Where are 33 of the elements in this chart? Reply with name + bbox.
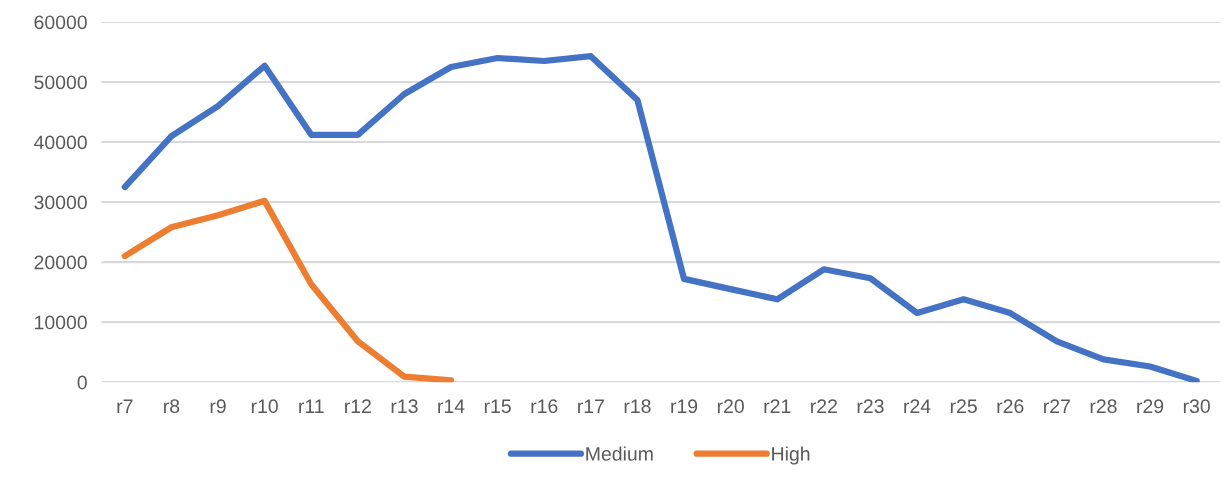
y-tick-label: 40000 (34, 135, 87, 150)
x-tick-label: r7 (117, 399, 133, 413)
y-tick-label: 0 (77, 375, 87, 390)
x-tick-label: r30 (1183, 399, 1210, 414)
x-tick-label: r27 (1044, 399, 1070, 413)
x-tick-label: r12 (345, 399, 371, 413)
x-tick-label: r22 (811, 399, 837, 413)
x-tick-label: r20 (717, 399, 744, 414)
x-tick-label: r19 (671, 399, 698, 414)
x-tick-label: r9 (210, 399, 226, 414)
x-tick-label: r21 (764, 399, 791, 413)
x-tick-label: r26 (997, 399, 1024, 414)
x-tick-label: r8 (164, 399, 180, 414)
x-tick-label: r29 (1137, 399, 1164, 414)
x-tick-label: r18 (624, 399, 651, 414)
x-tick-label: r10 (251, 399, 278, 414)
x-tick-label: r14 (438, 399, 465, 413)
x-tick-label: r11 (299, 399, 324, 413)
x-tick-label: r17 (578, 399, 604, 413)
x-tick-label: r23 (857, 399, 884, 414)
y-tick-label: 60000 (34, 15, 87, 30)
x-tick-label: r13 (391, 399, 418, 414)
y-tick-label: 30000 (34, 195, 87, 210)
y-tick-label: 20000 (34, 255, 87, 270)
x-tick-label: r25 (950, 399, 977, 414)
x-tick-label: r24 (904, 399, 931, 413)
x-tick-label: r16 (531, 399, 558, 414)
y-tick-label: 50000 (34, 75, 87, 90)
y-tick-label: 10000 (35, 315, 87, 330)
legend-label: High (772, 446, 810, 465)
legend-label: Medium (586, 446, 653, 461)
x-tick-label: r28 (1090, 399, 1117, 414)
x-tick-label: r15 (484, 399, 511, 414)
